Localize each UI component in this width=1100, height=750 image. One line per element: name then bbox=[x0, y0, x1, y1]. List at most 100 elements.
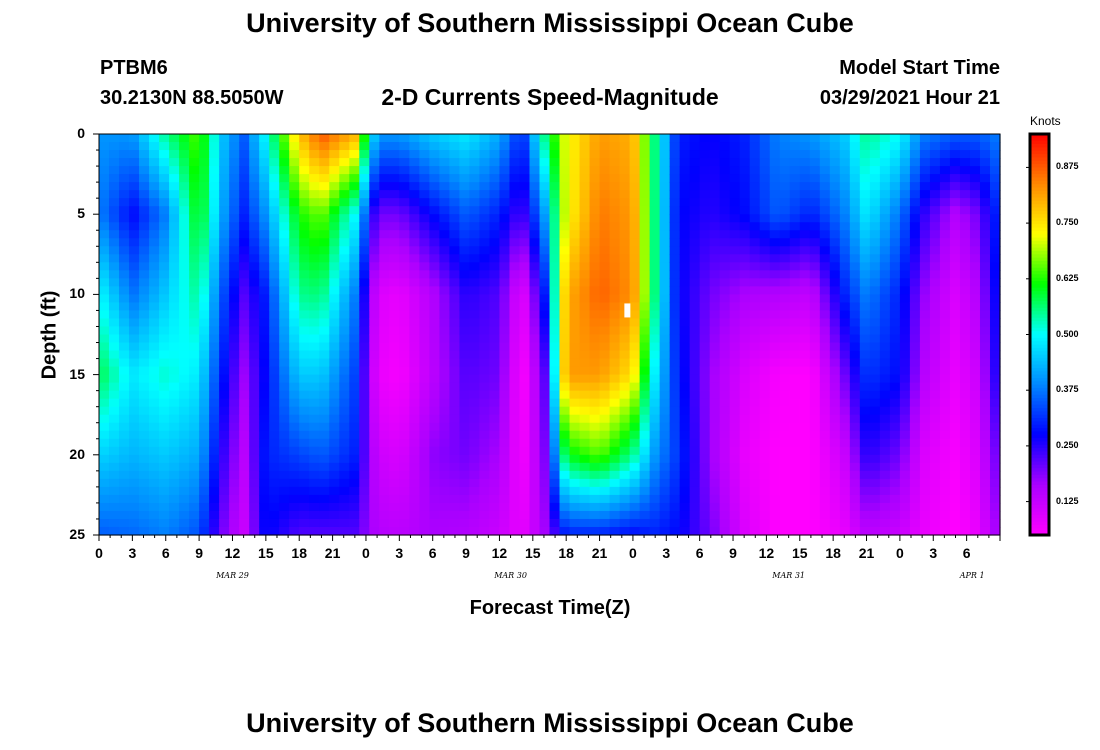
heatmap-cell bbox=[659, 286, 671, 295]
heatmap-cell bbox=[589, 382, 601, 392]
heatmap-cell bbox=[859, 246, 871, 255]
heatmap-cell bbox=[279, 374, 290, 384]
colorbar-swatch bbox=[1030, 321, 1049, 326]
heatmap-cell bbox=[519, 374, 531, 384]
heatmap-cell bbox=[399, 294, 410, 304]
heatmap-cell bbox=[289, 326, 300, 336]
heatmap-cell bbox=[799, 438, 811, 448]
heatmap-cell bbox=[609, 206, 621, 215]
heatmap-cell bbox=[319, 246, 330, 255]
heatmap-cell bbox=[99, 478, 110, 488]
heatmap-cell bbox=[899, 366, 911, 376]
heatmap-cell bbox=[949, 206, 961, 215]
heatmap-cell bbox=[949, 190, 961, 199]
heatmap-cell bbox=[629, 278, 641, 287]
heatmap-cell bbox=[879, 222, 891, 231]
heatmap-cell bbox=[389, 422, 400, 432]
heatmap-cell bbox=[619, 134, 631, 143]
heatmap-cell bbox=[499, 326, 511, 336]
heatmap-cell bbox=[549, 174, 561, 183]
heatmap-cell bbox=[269, 446, 280, 456]
heatmap-cell bbox=[379, 446, 390, 456]
heatmap-cell bbox=[579, 214, 591, 223]
heatmap-cell bbox=[789, 518, 801, 528]
heatmap-cell bbox=[449, 166, 460, 175]
heatmap-cell bbox=[549, 134, 561, 143]
heatmap-cell bbox=[259, 350, 270, 360]
heatmap-cell bbox=[829, 422, 841, 432]
heatmap-cell bbox=[509, 150, 521, 159]
heatmap-cell bbox=[849, 134, 861, 143]
heatmap-cell bbox=[159, 358, 170, 368]
heatmap-cell bbox=[719, 382, 731, 392]
heatmap-cell bbox=[359, 150, 370, 159]
heatmap-cell bbox=[739, 222, 751, 231]
heatmap-cell bbox=[529, 342, 541, 352]
heatmap-cell bbox=[149, 174, 160, 183]
heatmap-cell bbox=[269, 526, 280, 536]
heatmap-cell bbox=[689, 518, 701, 528]
heatmap-cell bbox=[189, 478, 200, 488]
heatmap-cell bbox=[149, 462, 160, 472]
heatmap-cell bbox=[669, 494, 681, 504]
heatmap-cell bbox=[399, 414, 410, 424]
heatmap-cell bbox=[449, 390, 460, 400]
heatmap-cell bbox=[299, 430, 310, 440]
heatmap-cell bbox=[869, 246, 881, 255]
heatmap-cell bbox=[599, 446, 611, 456]
heatmap-cell bbox=[619, 206, 631, 215]
heatmap-cell bbox=[779, 206, 791, 215]
heatmap-cell bbox=[889, 430, 901, 440]
heatmap-cell bbox=[139, 230, 150, 239]
heatmap-cell bbox=[159, 374, 170, 384]
colorbar-swatch bbox=[1030, 207, 1049, 212]
heatmap-cell bbox=[499, 510, 511, 520]
heatmap-cell bbox=[99, 342, 110, 352]
heatmap-cell bbox=[429, 374, 440, 384]
heatmap-cell bbox=[289, 358, 300, 368]
heatmap-cell bbox=[249, 230, 260, 239]
heatmap-cell bbox=[639, 390, 651, 400]
heatmap-cell bbox=[259, 150, 270, 159]
heatmap-cell bbox=[649, 454, 661, 464]
heatmap-cell bbox=[459, 502, 471, 512]
heatmap-cell bbox=[949, 454, 961, 464]
colorbar-swatch bbox=[1030, 147, 1049, 152]
heatmap-cell bbox=[929, 206, 941, 215]
heatmap-cell bbox=[359, 454, 370, 464]
heatmap-cell bbox=[319, 350, 330, 360]
heatmap-cell bbox=[859, 478, 871, 488]
heatmap-cell bbox=[769, 134, 781, 143]
heatmap-cell bbox=[189, 398, 200, 408]
heatmap-cell bbox=[949, 502, 961, 512]
heatmap-cell bbox=[619, 406, 631, 416]
heatmap-cell bbox=[99, 406, 110, 416]
heatmap-cell bbox=[559, 454, 571, 464]
heatmap-cell bbox=[159, 238, 170, 247]
heatmap-cell bbox=[969, 454, 981, 464]
colorbar-swatch bbox=[1030, 284, 1049, 289]
heatmap-cell bbox=[339, 230, 350, 239]
heatmap-cell bbox=[119, 302, 130, 312]
heatmap-cell bbox=[269, 462, 280, 472]
x-tick-label: 0 bbox=[629, 545, 637, 561]
heatmap-cell bbox=[879, 334, 891, 344]
heatmap-cell bbox=[859, 278, 871, 287]
heatmap-cell bbox=[689, 190, 701, 199]
heatmap-cell bbox=[249, 470, 260, 480]
heatmap-cell bbox=[819, 446, 831, 456]
heatmap-cell bbox=[719, 278, 731, 287]
heatmap-cell bbox=[579, 342, 591, 352]
heatmap-cell bbox=[629, 174, 641, 183]
heatmap-cell bbox=[579, 270, 591, 279]
heatmap-cell bbox=[479, 486, 491, 496]
heatmap-cell bbox=[689, 142, 701, 151]
heatmap-cell bbox=[289, 486, 300, 496]
heatmap-cell bbox=[569, 326, 581, 336]
heatmap-cell bbox=[659, 206, 671, 215]
heatmap-cell bbox=[339, 246, 350, 255]
heatmap-cell bbox=[549, 350, 561, 360]
heatmap-cell bbox=[889, 150, 901, 159]
heatmap-cell bbox=[279, 222, 290, 231]
heatmap-cell bbox=[239, 174, 250, 183]
